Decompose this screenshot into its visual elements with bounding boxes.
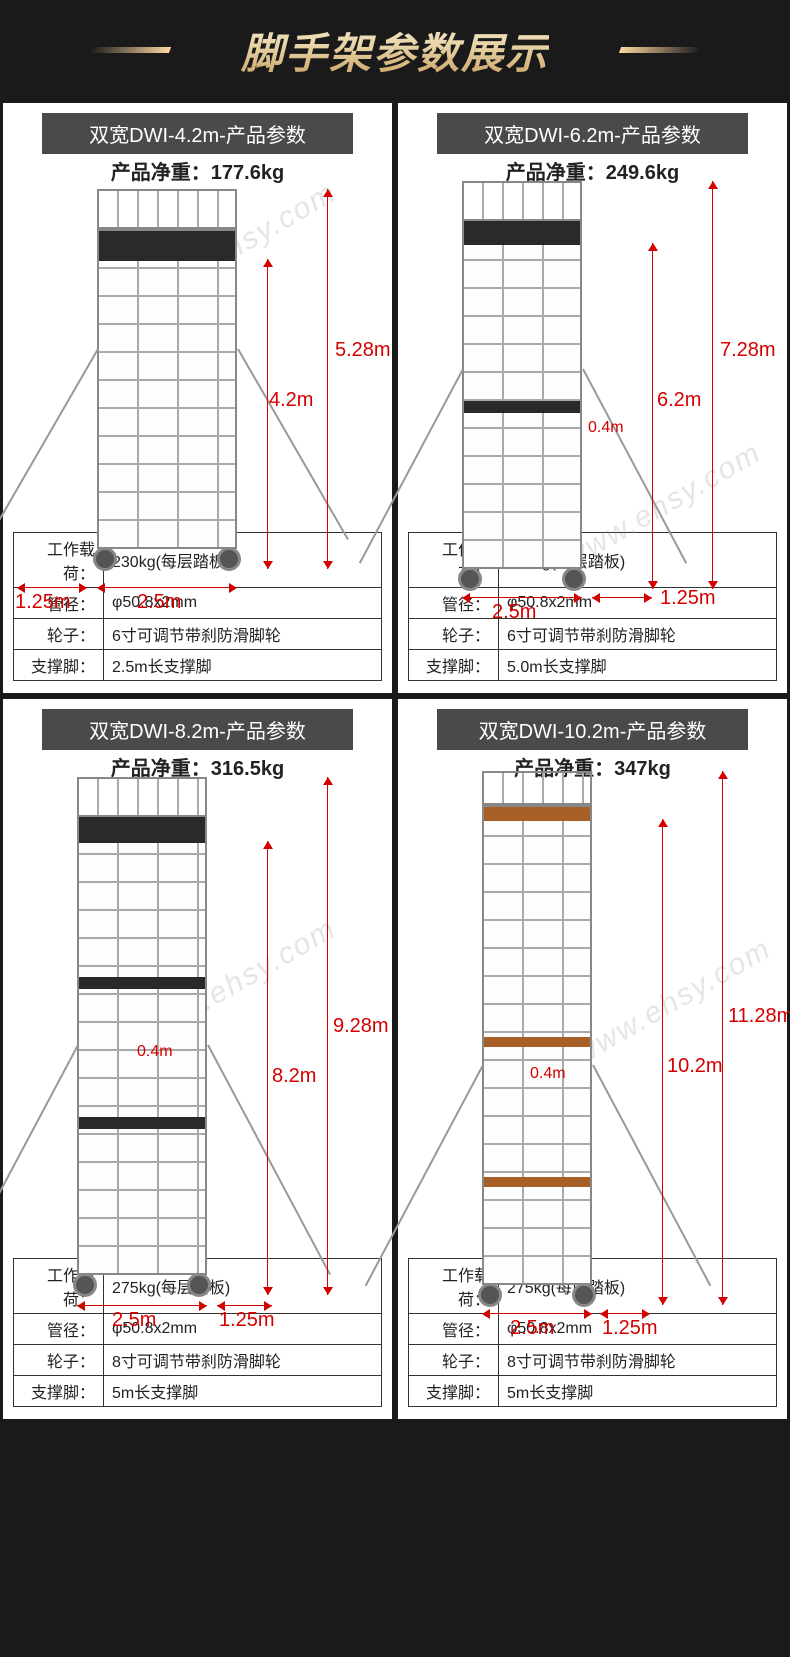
product-weight: 产品净重：347kg [398, 752, 787, 781]
product-title: 双宽DWI-4.2m-产品参数 [42, 113, 353, 154]
page-header: 脚手架参数展示 [0, 0, 790, 100]
product-weight: 产品净重：249.6kg [398, 156, 787, 185]
product-card-4-2: 双宽DWI-4.2m-产品参数 产品净重：177.6kg www.ehsy.co… [3, 103, 392, 693]
product-card-8-2: 双宽DWI-8.2m-产品参数 产品净重：316.5kg www.ehsy.co… [3, 699, 392, 1419]
product-card-6-2: 双宽DWI-6.2m-产品参数 产品净重：249.6kg www.ehsy.co… [398, 103, 787, 693]
product-title: 双宽DWI-8.2m-产品参数 [42, 709, 353, 750]
product-diagram: www.ehsy.com 9.28m 8.2m 0.4m 2.5m 1.25m [7, 785, 388, 1252]
product-weight: 产品净重：177.6kg [3, 156, 392, 185]
page-title: 脚手架参数展示 [241, 20, 549, 81]
product-title: 双宽DWI-6.2m-产品参数 [437, 113, 748, 154]
product-grid: 双宽DWI-4.2m-产品参数 产品净重：177.6kg www.ehsy.co… [0, 100, 790, 1422]
product-card-10-2: 双宽DWI-10.2m-产品参数 产品净重：347kg www.ehsy.com… [398, 699, 787, 1419]
product-title: 双宽DWI-10.2m-产品参数 [437, 709, 748, 750]
product-diagram: www.ehsy.com 11.28m 10.2m 0.4m 2.5m 1.25… [402, 785, 783, 1252]
product-diagram: www.ehsy.com 5.28m 4.2m 2.5m 1.25m [7, 189, 388, 526]
product-diagram: www.ehsy.com 7.28m 6.2m 0.4m 2.5m 1.25m [402, 189, 783, 526]
